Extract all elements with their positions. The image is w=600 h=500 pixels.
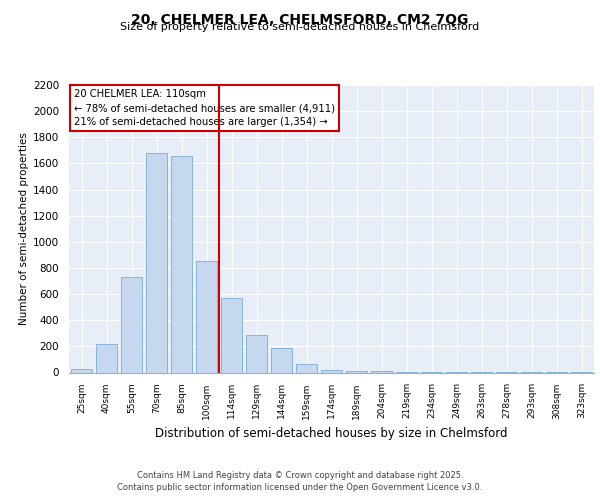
Bar — [71, 368, 92, 372]
Bar — [121, 277, 142, 372]
Text: 20, CHELMER LEA, CHELMSFORD, CM2 7QG: 20, CHELMER LEA, CHELMSFORD, CM2 7QG — [131, 12, 469, 26]
Text: Contains HM Land Registry data © Crown copyright and database right 2025.
Contai: Contains HM Land Registry data © Crown c… — [118, 471, 482, 492]
Bar — [346, 371, 367, 372]
Bar — [221, 298, 242, 372]
Bar — [246, 334, 267, 372]
Bar — [146, 153, 167, 372]
Bar — [196, 262, 217, 372]
Bar — [96, 344, 117, 372]
Text: 20 CHELMER LEA: 110sqm
← 78% of semi-detached houses are smaller (4,911)
21% of : 20 CHELMER LEA: 110sqm ← 78% of semi-det… — [74, 90, 335, 128]
Text: Size of property relative to semi-detached houses in Chelmsford: Size of property relative to semi-detach… — [121, 22, 479, 32]
Bar — [296, 364, 317, 372]
Y-axis label: Number of semi-detached properties: Number of semi-detached properties — [19, 132, 29, 325]
Bar — [321, 370, 342, 372]
Bar — [171, 156, 192, 372]
X-axis label: Distribution of semi-detached houses by size in Chelmsford: Distribution of semi-detached houses by … — [155, 427, 508, 440]
Bar — [271, 348, 292, 372]
